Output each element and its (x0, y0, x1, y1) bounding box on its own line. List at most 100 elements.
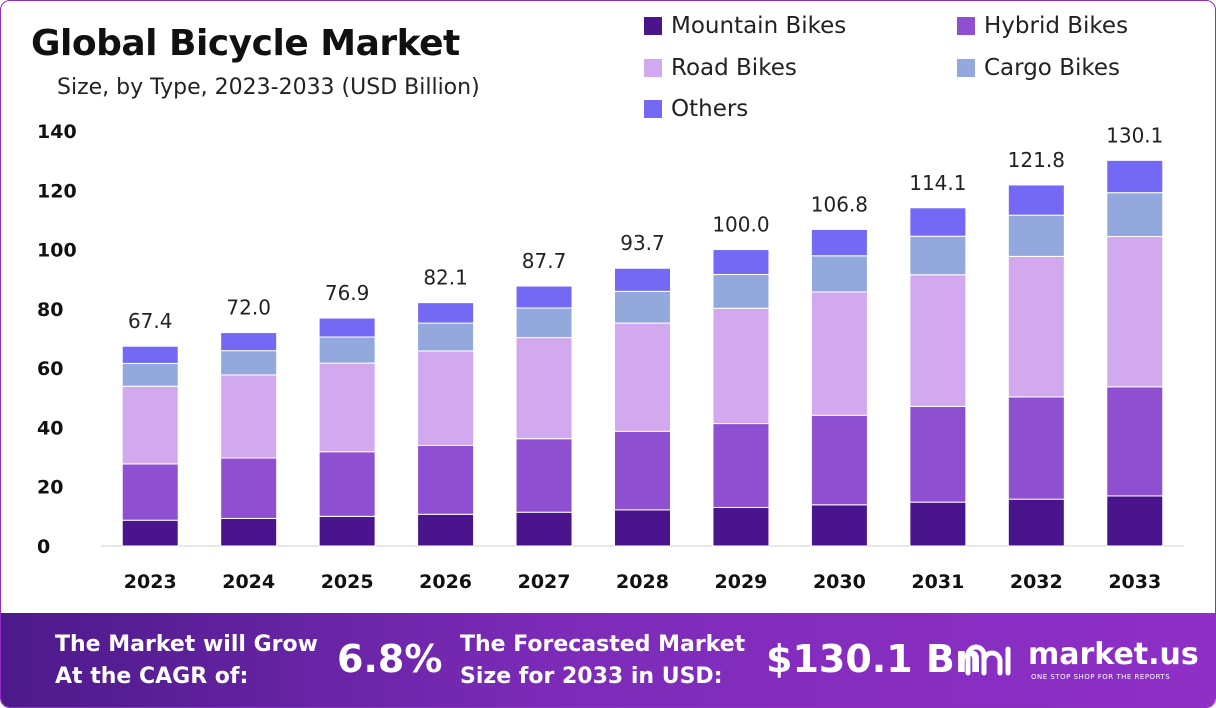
bar-segment-others (220, 332, 278, 352)
bar-segment-cargo-bikes (515, 307, 573, 339)
x-tick-label: 2033 (1108, 571, 1161, 593)
legend-item-road-bikes: Road Bikes (644, 55, 797, 81)
bar-total-label: 100.0 (712, 213, 769, 237)
legend-swatch-road-bikes (644, 59, 662, 77)
bar-segment-cargo-bikes (614, 290, 671, 324)
bar-total-label: 121.8 (1008, 148, 1065, 172)
legend-label-cargo-bikes: Cargo Bikes (984, 55, 1120, 81)
bar-segment-mountain-bikes (515, 511, 573, 547)
bar-segment-cargo-bikes (810, 255, 868, 293)
bar-segment-others (121, 345, 179, 364)
y-tick-label: 80 (37, 299, 63, 321)
bar-segment-road-bikes (1106, 236, 1164, 388)
bar-segment-cargo-bikes (712, 273, 770, 309)
bar-segment-others (318, 317, 376, 338)
chart-subtitle: Size, by Type, 2023-2033 (USD Billion) (57, 75, 480, 100)
bar-segment-others (909, 207, 967, 237)
x-tick-label: 2031 (911, 571, 964, 593)
x-tick-label: 2024 (222, 571, 275, 593)
y-tick-label: 120 (37, 180, 77, 202)
brand-name: market.us (1028, 637, 1199, 672)
bar-segment-hybrid-bikes (417, 445, 475, 515)
bar-total-label: 82.1 (423, 266, 468, 290)
bar-segment-cargo-bikes (1007, 214, 1065, 257)
legend-label-hybrid-bikes: Hybrid Bikes (984, 13, 1129, 39)
bar-segment-cargo-bikes (417, 322, 475, 352)
legend-item-hybrid-bikes: Hybrid Bikes (957, 13, 1128, 39)
bar-segment-hybrid-bikes (220, 457, 278, 519)
bar-total-label: 106.8 (811, 192, 868, 216)
bar-segment-others (515, 285, 573, 309)
y-tick-label: 140 (37, 121, 77, 143)
x-tick-label: 2032 (1010, 571, 1063, 593)
y-tick-label: 40 (37, 417, 63, 439)
bar-segment-cargo-bikes (909, 235, 967, 276)
x-tick-label: 2023 (124, 571, 177, 593)
bar-segment-mountain-bikes (810, 504, 868, 547)
bar-segment-hybrid-bikes (1007, 396, 1065, 500)
bar-segment-road-bikes (614, 322, 671, 432)
bar-segment-mountain-bikes (712, 506, 770, 547)
legend-label-others: Others (671, 96, 749, 122)
bar-segment-road-bikes (121, 385, 179, 465)
legend-swatch-hybrid-bikes (957, 17, 975, 35)
bar-segment-hybrid-bikes (614, 430, 671, 511)
bar-segment-mountain-bikes (1007, 498, 1065, 547)
bar-segment-road-bikes (810, 291, 868, 416)
bar-segment-mountain-bikes (220, 517, 278, 547)
y-tick-label: 60 (37, 358, 63, 380)
legend-label-road-bikes: Road Bikes (671, 55, 797, 81)
footer-banner: The Market will Grow At the CAGR of: 6.8… (1, 613, 1215, 707)
bar-total-label: 114.1 (909, 171, 966, 195)
x-tick-label: 2030 (813, 571, 866, 593)
legend-item-others: Others (644, 96, 748, 122)
bar-segment-road-bikes (220, 374, 278, 459)
bar-segment-mountain-bikes (121, 519, 179, 547)
bar-segment-others (712, 249, 770, 275)
forecast-caption: The Forecasted Market Size for 2033 in U… (460, 629, 745, 693)
chart-plot: 0 20 40 60 80 100 120 140 67.4 2023 72.0 2024 76.9 20… (37, 121, 1184, 593)
brand-tagline: ONE STOP SHOP FOR THE REPORTS (1031, 673, 1171, 681)
bar-segment-others (1007, 184, 1065, 216)
chart-title: Global Bicycle Market (31, 23, 460, 64)
x-tick-label: 2028 (616, 571, 669, 593)
bar-segment-mountain-bikes (1106, 495, 1164, 547)
bar-segment-road-bikes (1007, 255, 1065, 398)
bar-total-label: 93.7 (620, 231, 665, 255)
bar-segment-hybrid-bikes (515, 438, 573, 513)
bar-segment-road-bikes (318, 362, 376, 453)
y-tick-label: 100 (37, 240, 77, 262)
legend-item-cargo-bikes: Cargo Bikes (957, 55, 1120, 81)
bar-total-label: 130.1 (1106, 123, 1163, 147)
bar-segment-hybrid-bikes (1106, 386, 1164, 497)
x-tick-label: 2027 (518, 571, 571, 593)
bar-segment-hybrid-bikes (712, 423, 770, 508)
bar-segment-hybrid-bikes (810, 414, 868, 506)
forecast-caption-line1: The Forecasted Market (460, 632, 746, 657)
cagr-caption: The Market will Grow At the CAGR of: (55, 629, 318, 693)
bar-segment-mountain-bikes (909, 501, 967, 547)
bar-segment-cargo-bikes (1106, 192, 1164, 238)
legend-swatch-cargo-bikes (957, 59, 975, 77)
legend-item-mountain-bikes: Mountain Bikes (644, 13, 846, 39)
bar-segment-cargo-bikes (220, 350, 278, 376)
x-tick-label: 2026 (419, 571, 472, 593)
bar-segment-others (810, 228, 868, 257)
bar-segment-hybrid-bikes (318, 451, 376, 517)
bar-segment-hybrid-bikes (909, 405, 967, 503)
bar-segment-others (614, 267, 671, 292)
bar-segment-cargo-bikes (318, 336, 376, 364)
bar-segment-road-bikes (417, 350, 475, 447)
bar-segment-hybrid-bikes (121, 463, 179, 521)
bar-total-label: 76.9 (325, 281, 370, 305)
legend-swatch-mountain-bikes (644, 17, 662, 35)
bar-segment-mountain-bikes (318, 515, 376, 547)
bar-segment-cargo-bikes (121, 362, 179, 387)
legend-label-mountain-bikes: Mountain Bikes (671, 13, 847, 39)
x-tick-label: 2025 (321, 571, 374, 593)
cagr-caption-line1: The Market will Grow (55, 632, 318, 657)
bar-segment-road-bikes (515, 337, 573, 440)
bar-segment-road-bikes (712, 307, 770, 425)
bar-segment-others (1106, 159, 1164, 194)
bar-total-label: 87.7 (522, 249, 567, 273)
